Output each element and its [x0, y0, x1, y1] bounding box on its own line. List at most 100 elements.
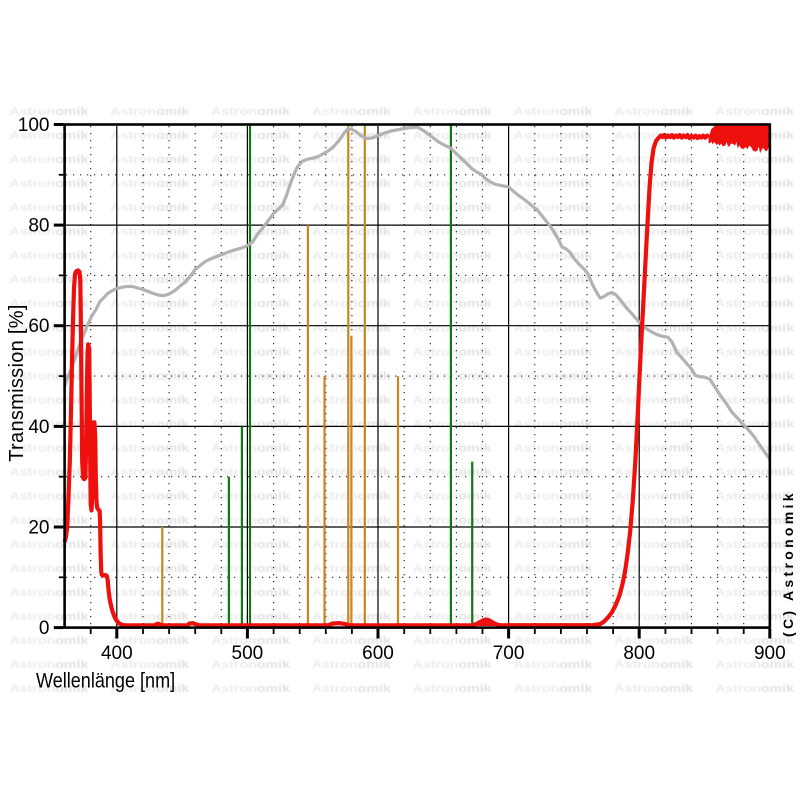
svg-text:Astronomik: Astronomik: [614, 370, 693, 382]
svg-text:Astronomik: Astronomik: [413, 178, 492, 190]
svg-text:Astronomik: Astronomik: [614, 394, 693, 406]
svg-text:Astronomik: Astronomik: [110, 298, 189, 310]
svg-text:Astronomik: Astronomik: [514, 538, 593, 550]
svg-text:Astronomik: Astronomik: [312, 322, 391, 334]
svg-text:Astronomik: Astronomik: [614, 105, 693, 117]
svg-text:Astronomik: Astronomik: [715, 490, 794, 502]
svg-text:Astronomik: Astronomik: [110, 370, 189, 382]
svg-text:700: 700: [493, 643, 525, 664]
svg-text:Astronomik: Astronomik: [10, 202, 89, 214]
svg-text:Astronomik: Astronomik: [614, 466, 693, 478]
svg-text:Astronomik: Astronomik: [10, 105, 89, 117]
svg-text:Astronomik: Astronomik: [312, 202, 391, 214]
svg-text:Astronomik: Astronomik: [413, 587, 492, 599]
svg-text:Astronomik: Astronomik: [10, 466, 89, 478]
svg-text:500: 500: [232, 643, 264, 664]
svg-text:Transmission [%]: Transmission [%]: [6, 304, 28, 461]
svg-text:Astronomik: Astronomik: [514, 129, 593, 141]
svg-text:Astronomik: Astronomik: [715, 346, 794, 358]
svg-text:Astronomik: Astronomik: [110, 105, 189, 117]
svg-text:80: 80: [28, 216, 49, 237]
svg-text:Astronomik: Astronomik: [211, 635, 290, 647]
svg-text:Astronomik: Astronomik: [514, 274, 593, 286]
svg-text:Astronomik: Astronomik: [110, 394, 189, 406]
svg-text:Astronomik: Astronomik: [413, 298, 492, 310]
svg-text:Astronomik: Astronomik: [211, 683, 290, 695]
svg-text:Astronomik: Astronomik: [514, 514, 593, 526]
svg-text:Astronomik: Astronomik: [211, 105, 290, 117]
svg-text:Astronomik: Astronomik: [413, 490, 492, 502]
svg-text:Astronomik: Astronomik: [614, 298, 693, 310]
svg-text:Astronomik: Astronomik: [514, 154, 593, 166]
svg-text:20: 20: [28, 518, 49, 539]
svg-text:Astronomik: Astronomik: [10, 611, 89, 623]
svg-text:Astronomik: Astronomik: [715, 394, 794, 406]
svg-text:Astronomik: Astronomik: [312, 154, 391, 166]
svg-text:Astronomik: Astronomik: [110, 442, 189, 454]
svg-text:Astronomik: Astronomik: [10, 635, 89, 647]
svg-text:Astronomik: Astronomik: [514, 490, 593, 502]
svg-text:Astronomik: Astronomik: [715, 635, 794, 647]
svg-text:Astronomik: Astronomik: [110, 587, 189, 599]
svg-text:Astronomik: Astronomik: [413, 563, 492, 575]
svg-text:Astronomik: Astronomik: [715, 418, 794, 430]
svg-text:Astronomik: Astronomik: [715, 322, 794, 334]
svg-text:Astronomik: Astronomik: [514, 370, 593, 382]
svg-text:Astronomik: Astronomik: [514, 105, 593, 117]
svg-text:40: 40: [28, 417, 49, 438]
svg-text:Astronomik: Astronomik: [10, 129, 89, 141]
svg-text:Astronomik: Astronomik: [110, 274, 189, 286]
svg-text:Astronomik: Astronomik: [715, 202, 794, 214]
svg-text:800: 800: [623, 643, 655, 664]
svg-text:Astronomik: Astronomik: [715, 274, 794, 286]
svg-text:Astronomik: Astronomik: [312, 635, 391, 647]
svg-text:Astronomik: Astronomik: [10, 274, 89, 286]
svg-text:Astronomik: Astronomik: [110, 611, 189, 623]
svg-text:Astronomik: Astronomik: [614, 274, 693, 286]
svg-text:Astronomik: Astronomik: [110, 202, 189, 214]
svg-text:Astronomik: Astronomik: [514, 418, 593, 430]
svg-text:Astronomik: Astronomik: [10, 154, 89, 166]
svg-text:Astronomik: Astronomik: [413, 538, 492, 550]
svg-text:Astronomik: Astronomik: [715, 514, 794, 526]
svg-text:Astronomik: Astronomik: [413, 442, 492, 454]
svg-text:Astronomik: Astronomik: [614, 587, 693, 599]
svg-text:Astronomik: Astronomik: [10, 587, 89, 599]
svg-text:Astronomik: Astronomik: [413, 635, 492, 647]
svg-text:Astronomik: Astronomik: [715, 226, 794, 238]
svg-text:Astronomik: Astronomik: [715, 659, 794, 671]
svg-text:Astronomik: Astronomik: [614, 322, 693, 334]
svg-text:Astronomik: Astronomik: [614, 418, 693, 430]
svg-text:Astronomik: Astronomik: [514, 466, 593, 478]
svg-text:Astronomik: Astronomik: [110, 683, 189, 695]
svg-text:Astronomik: Astronomik: [614, 202, 693, 214]
svg-text:Astronomik: Astronomik: [715, 178, 794, 190]
svg-text:Astronomik: Astronomik: [10, 659, 89, 671]
svg-text:Astronomik: Astronomik: [514, 346, 593, 358]
svg-text:Astronomik: Astronomik: [514, 635, 593, 647]
svg-text:Astronomik: Astronomik: [413, 105, 492, 117]
svg-text:Astronomik: Astronomik: [715, 298, 794, 310]
svg-text:Astronomik: Astronomik: [715, 587, 794, 599]
svg-text:Astronomik: Astronomik: [110, 563, 189, 575]
svg-text:(C) Astronomik: (C) Astronomik: [780, 490, 796, 637]
svg-text:Astronomik: Astronomik: [110, 226, 189, 238]
svg-text:Astronomik: Astronomik: [715, 250, 794, 262]
svg-text:Astronomik: Astronomik: [10, 178, 89, 190]
svg-text:Astronomik: Astronomik: [715, 538, 794, 550]
svg-text:Astronomik: Astronomik: [715, 683, 794, 695]
svg-text:Astronomik: Astronomik: [312, 683, 391, 695]
svg-text:Astronomik: Astronomik: [413, 202, 492, 214]
svg-text:Astronomik: Astronomik: [10, 514, 89, 526]
svg-text:Astronomik: Astronomik: [514, 659, 593, 671]
svg-text:Astronomik: Astronomik: [10, 683, 89, 695]
svg-text:Astronomik: Astronomik: [413, 226, 492, 238]
svg-text:Astronomik: Astronomik: [413, 659, 492, 671]
svg-text:Astronomik: Astronomik: [614, 683, 693, 695]
svg-text:Astronomik: Astronomik: [211, 659, 290, 671]
svg-text:Astronomik: Astronomik: [413, 250, 492, 262]
svg-text:900: 900: [754, 643, 786, 664]
svg-text:Astronomik: Astronomik: [715, 154, 794, 166]
svg-text:Astronomik: Astronomik: [514, 394, 593, 406]
svg-text:Astronomik: Astronomik: [110, 322, 189, 334]
